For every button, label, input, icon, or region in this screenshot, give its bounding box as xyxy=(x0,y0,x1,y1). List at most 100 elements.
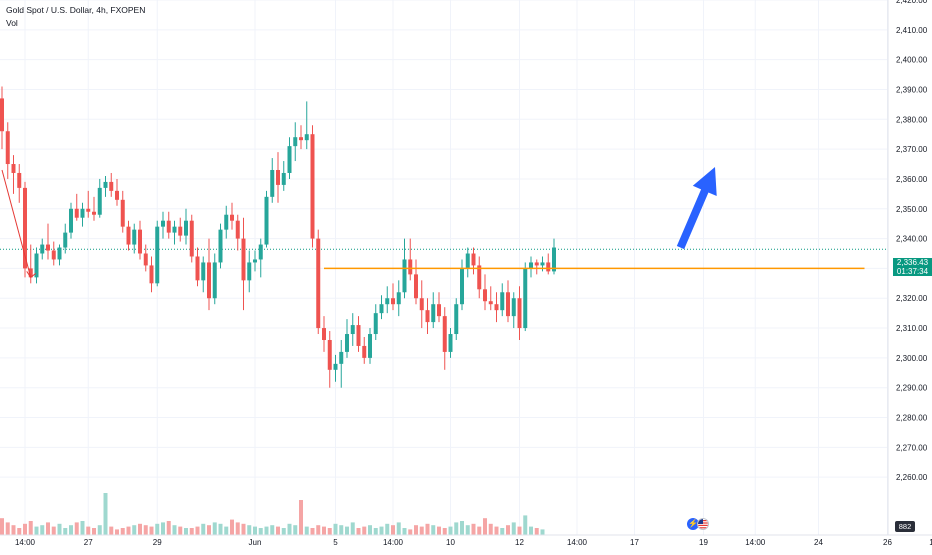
candle-body xyxy=(23,187,27,269)
x-tick-label: 24 xyxy=(814,538,823,547)
volume-bar xyxy=(356,528,361,535)
y-tick-label: 2,350.00 xyxy=(896,205,928,214)
candle-body xyxy=(40,244,45,254)
volume-bar xyxy=(287,523,292,535)
candle-body xyxy=(230,214,234,221)
x-tick-label: 26 xyxy=(883,538,892,547)
volume-bar xyxy=(391,525,395,535)
volume-bar xyxy=(149,526,154,535)
volume-bar xyxy=(201,523,206,535)
volume-bar xyxy=(28,521,33,535)
volume-bar xyxy=(281,528,286,535)
x-tick-label: 5 xyxy=(333,538,338,547)
candle-body xyxy=(97,187,102,215)
candle-body xyxy=(310,134,315,239)
candle-body xyxy=(247,262,252,281)
volume-bar xyxy=(253,526,257,535)
volume-bar xyxy=(460,521,464,535)
volume-bar xyxy=(235,522,240,535)
volume-bar xyxy=(63,528,68,535)
candle-body xyxy=(396,292,401,305)
x-tick-label: 14:00 xyxy=(15,538,36,547)
candle-body xyxy=(448,334,453,352)
candle-body xyxy=(201,262,206,281)
candle-body xyxy=(149,265,154,284)
x-tick-label: 14:00 xyxy=(383,538,404,547)
volume-bar xyxy=(517,526,522,535)
candle-body xyxy=(385,298,390,305)
candle-countdown: 01:37:34 xyxy=(896,267,929,276)
volume-bar xyxy=(454,522,459,535)
candle-body xyxy=(0,98,4,132)
candle-body xyxy=(5,131,10,165)
candle-body xyxy=(460,268,464,305)
volume-bar xyxy=(161,522,165,535)
volume-bar xyxy=(270,525,275,535)
candle-body xyxy=(350,325,355,335)
volume-bar xyxy=(362,526,367,535)
candle-body xyxy=(437,304,441,317)
y-tick-label: 2,310.00 xyxy=(896,324,928,333)
volume-bar xyxy=(494,526,499,535)
candle-body xyxy=(28,268,33,278)
volume-bar xyxy=(385,523,390,535)
candle-body xyxy=(552,247,556,272)
candle-body xyxy=(293,137,298,147)
volume-bar xyxy=(396,522,401,535)
candle-body xyxy=(166,220,171,233)
candle-body xyxy=(345,334,349,352)
candle-body xyxy=(477,265,482,290)
us-flag-icon[interactable] xyxy=(697,518,709,530)
y-tick-label: 2,280.00 xyxy=(896,414,928,423)
volume-bar xyxy=(333,523,338,535)
volume-bar xyxy=(46,522,50,535)
candle-body xyxy=(103,181,108,188)
volume-bar xyxy=(442,528,447,535)
x-tick-label: 27 xyxy=(84,538,93,547)
volume-bar xyxy=(218,523,223,535)
candle-body xyxy=(172,226,177,233)
volume-bar xyxy=(483,518,487,535)
candle-body xyxy=(11,164,16,173)
volume-bar xyxy=(327,528,332,535)
candle-body xyxy=(517,298,522,329)
candle-body xyxy=(287,146,292,173)
volume-bar xyxy=(534,528,539,535)
candle-body xyxy=(402,259,407,293)
volume-bar xyxy=(51,526,56,535)
candle-body xyxy=(86,208,91,212)
lightning-icon[interactable]: ⚡ xyxy=(687,518,699,530)
candle-body xyxy=(63,232,68,248)
direction-arrow xyxy=(676,167,717,250)
candle-body xyxy=(235,220,240,239)
candle-body xyxy=(333,363,338,370)
candle-body xyxy=(356,325,361,346)
candle-body xyxy=(207,262,211,299)
candle-body xyxy=(253,259,257,263)
candle-body xyxy=(264,196,269,245)
y-tick-label: 2,400.00 xyxy=(896,56,928,65)
volume-bar xyxy=(172,525,177,535)
candle-body xyxy=(506,292,510,317)
volume-bar xyxy=(258,528,263,535)
candle-body xyxy=(132,229,137,245)
volume-bar xyxy=(80,521,85,535)
candle-body xyxy=(195,256,200,281)
y-tick-label: 2,270.00 xyxy=(896,443,928,452)
volume-bar xyxy=(69,525,73,535)
volume-bar xyxy=(166,521,171,535)
candle-body xyxy=(483,289,487,302)
symbol-title: Gold Spot / U.S. Dollar, 4h, FXOPEN xyxy=(6,5,146,15)
candle-body xyxy=(316,238,321,329)
candle-body xyxy=(500,292,505,311)
candle-body xyxy=(379,304,384,314)
candle-body xyxy=(189,220,194,257)
volume-bar xyxy=(178,526,183,535)
candle-body xyxy=(34,253,39,278)
volume-bar xyxy=(540,529,545,535)
candle-body xyxy=(143,253,148,266)
candle-body xyxy=(115,190,119,200)
volume-bar xyxy=(97,525,102,535)
